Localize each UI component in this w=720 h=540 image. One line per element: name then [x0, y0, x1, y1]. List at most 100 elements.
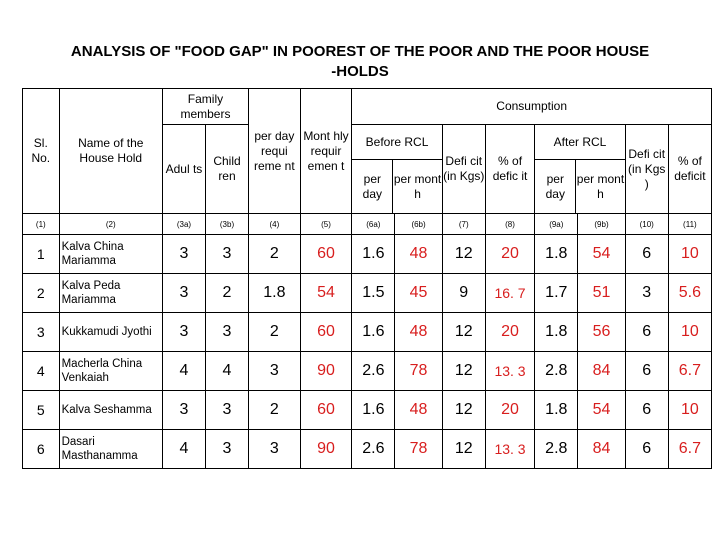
cell-name: Kalva China Mariamma: [58, 234, 163, 274]
header-name: Name of the House Hold: [58, 88, 163, 214]
cell-b-pct: 20: [484, 390, 536, 430]
cell-a-day: 1.8: [534, 390, 579, 430]
column-index: (2): [58, 213, 163, 235]
cell-b-month: 45: [394, 273, 443, 313]
title-line-2: -HOLDS: [331, 63, 389, 80]
cell-monthly: 60: [299, 312, 353, 352]
column-index: (11): [667, 213, 713, 235]
header-monthly-requirement: Mont hly requir emen t: [299, 88, 353, 214]
column-index: (6a): [351, 213, 396, 235]
table-row: 4 Macherla China Venkaiah 4 4 3 90 2.6 78 12 13. …: [22, 351, 713, 391]
cell-per-day: 2: [248, 312, 301, 352]
cell-b-pct: 13. 3: [484, 351, 536, 391]
cell-name: Dasari Masthanamma: [58, 429, 163, 469]
cell-sl: 4: [22, 351, 60, 391]
column-index: (7): [441, 213, 486, 235]
cell-b-day: 2.6: [351, 429, 396, 469]
cell-a-day: 1.7: [534, 273, 579, 313]
column-index: (4): [248, 213, 301, 235]
header-before-per-day: per day: [352, 160, 394, 213]
header-after-rcl: After RCL: [535, 125, 625, 160]
cell-name: Kalva Peda Mariamma: [58, 273, 163, 313]
cell-adults: 4: [161, 429, 206, 469]
cell-a-month: 84: [577, 429, 626, 469]
cell-a-day: 1.8: [534, 234, 579, 274]
cell-a-day: 2.8: [534, 429, 579, 469]
page-title: ANALYSIS OF "FOOD GAP" IN POOREST OF THE…: [0, 42, 720, 82]
column-index: (9a): [534, 213, 579, 235]
header-after-deficit-kgs: Defi cit (in Kgs ): [624, 124, 669, 214]
column-index: (9b): [577, 213, 626, 235]
header-after-pct-deficit: % of deficit: [667, 124, 713, 214]
header-children: Child ren: [204, 124, 250, 214]
cell-b-day: 1.6: [351, 234, 396, 274]
cell-sl: 3: [22, 312, 60, 352]
column-index: (5): [299, 213, 353, 235]
cell-sl: 2: [22, 273, 60, 313]
cell-a-month: 56: [577, 312, 626, 352]
cell-per-day: 1.8: [248, 273, 301, 313]
header-adults: Adul ts: [161, 124, 206, 214]
column-index: (1): [22, 213, 60, 235]
cell-children: 4: [204, 351, 250, 391]
cell-a-def: 6: [624, 429, 669, 469]
cell-a-month: 54: [577, 234, 626, 274]
table-row: 3 Kukkamudi Jyothi 3 3 2 60 1.6 48 12 20 1.8 56 6 10: [22, 312, 713, 352]
cell-b-month: 48: [394, 234, 443, 274]
header-after-per-day: per day: [535, 160, 577, 213]
header-family: Family members: [161, 88, 250, 125]
cell-b-def: 12: [441, 390, 486, 430]
cell-a-day: 1.8: [534, 312, 579, 352]
cell-children: 3: [204, 390, 250, 430]
cell-a-pct: 10: [667, 312, 713, 352]
cell-adults: 3: [161, 312, 206, 352]
cell-adults: 3: [161, 390, 206, 430]
cell-children: 3: [204, 312, 250, 352]
cell-a-month: 84: [577, 351, 626, 391]
table-row: 2 Kalva Peda Mariamma 3 2 1.8 54 1.5 45 9 16. 7 1.…: [22, 273, 713, 313]
cell-b-pct: 16. 7: [484, 273, 536, 313]
cell-monthly: 54: [299, 273, 353, 313]
cell-per-day: 2: [248, 390, 301, 430]
column-index: (3a): [161, 213, 206, 235]
header-sl: Sl. No.: [22, 88, 60, 214]
cell-monthly: 60: [299, 390, 353, 430]
cell-sl: 1: [22, 234, 60, 274]
cell-a-pct: 10: [667, 390, 713, 430]
cell-per-day: 2: [248, 234, 301, 274]
cell-b-month: 78: [394, 429, 443, 469]
cell-b-pct: 13. 3: [484, 429, 536, 469]
cell-monthly: 60: [299, 234, 353, 274]
header-consumption: Consumption: [351, 88, 712, 125]
cell-a-def: 6: [624, 390, 669, 430]
cell-b-month: 48: [394, 312, 443, 352]
table-row: 1 Kalva China Mariamma 3 3 2 60 1.6 48 12 20 1.8 54…: [22, 234, 713, 274]
table-row: 6 Dasari Masthanamma 4 3 3 90 2.6 78 12 13. 3 2.8 8…: [22, 429, 713, 469]
header-after-rcl-group: After RCL per day per mont h: [534, 124, 626, 214]
cell-b-month: 48: [394, 390, 443, 430]
table-row: 5 Kalva Seshamma 3 3 2 60 1.6 48 12 20 1.8 54 6 10: [22, 390, 713, 430]
cell-b-def: 12: [441, 429, 486, 469]
header-before-deficit-kgs: Defi cit (in Kgs): [441, 124, 486, 214]
food-gap-table: Sl. No. Name of the House Hold Family me…: [22, 88, 713, 469]
cell-children: 3: [204, 429, 250, 469]
cell-b-def: 12: [441, 351, 486, 391]
cell-adults: 4: [161, 351, 206, 391]
cell-monthly: 90: [299, 429, 353, 469]
column-index: (6b): [394, 213, 443, 235]
header-after-per-month: per mont h: [576, 171, 625, 201]
column-index: (3b): [204, 213, 250, 235]
cell-a-def: 6: [624, 351, 669, 391]
cell-b-pct: 20: [484, 312, 536, 352]
cell-a-def: 6: [624, 234, 669, 274]
cell-name: Kukkamudi Jyothi: [58, 312, 163, 352]
cell-adults: 3: [161, 273, 206, 313]
cell-adults: 3: [161, 234, 206, 274]
title-line-1: ANALYSIS OF "FOOD GAP" IN POOREST OF THE…: [70, 43, 650, 60]
cell-a-day: 2.8: [534, 351, 579, 391]
table-body: 1 Kalva China Mariamma 3 3 2 60 1.6 48 12 20 1.8 54…: [22, 234, 713, 469]
cell-monthly: 90: [299, 351, 353, 391]
header-before-rcl: Before RCL: [352, 125, 442, 160]
column-index: (8): [484, 213, 536, 235]
cell-name: Macherla China Venkaiah: [58, 351, 163, 391]
